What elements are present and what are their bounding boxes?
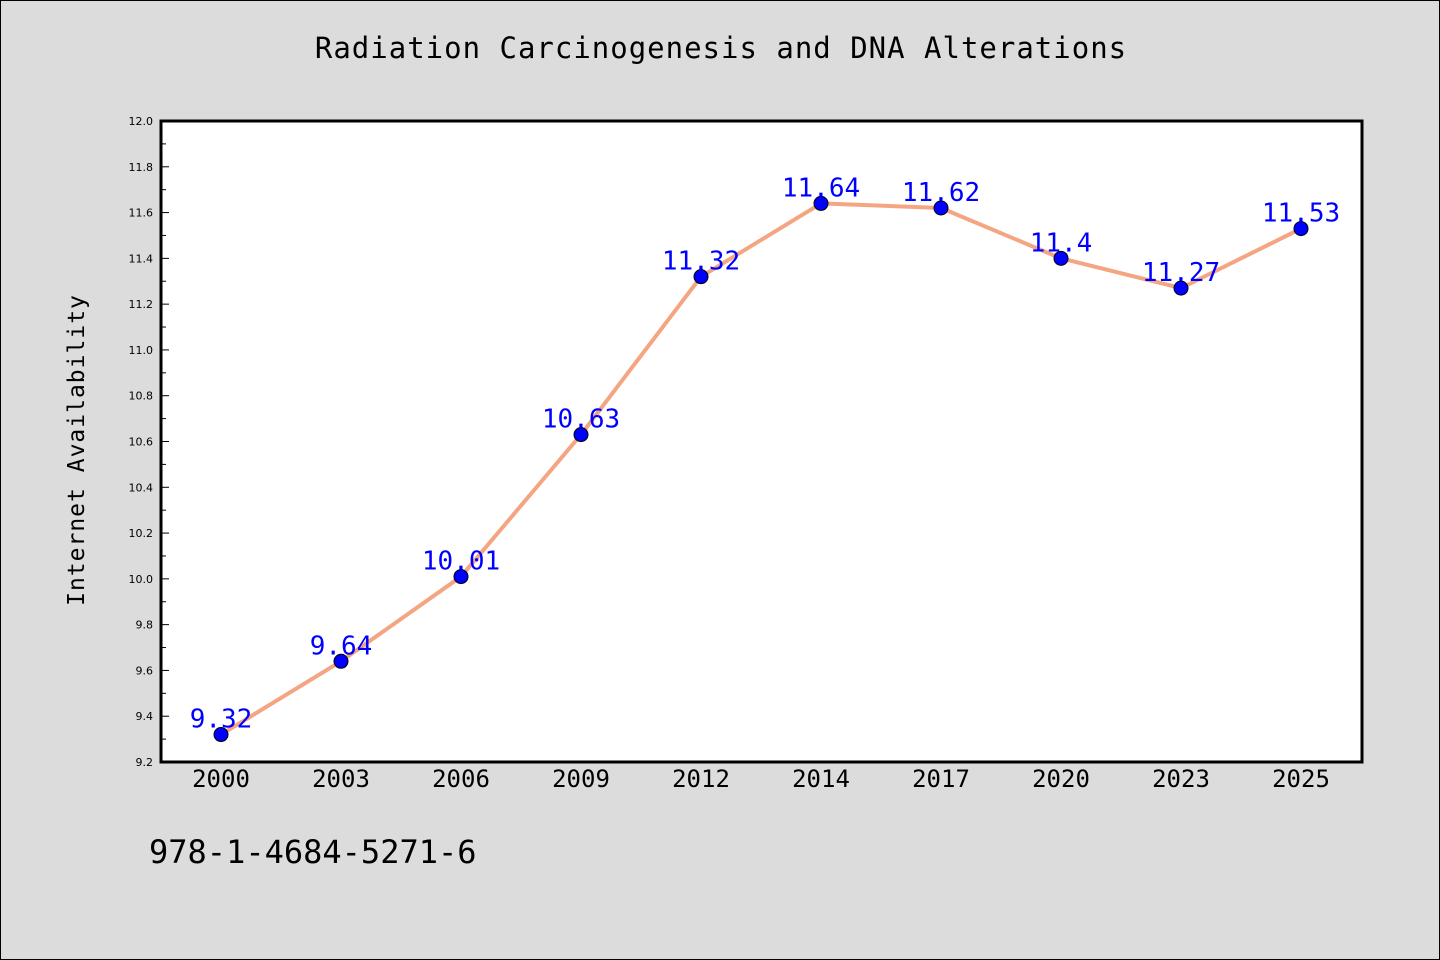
y-tick-label: 9.6 — [136, 664, 154, 677]
series-group: 9.32 9.64 10.01 10.63 11.32 11.64 11.62 11.4 11.… — [190, 173, 1340, 743]
y-tick-label: 10.4 — [129, 481, 154, 494]
y-tick-label: 11.2 — [129, 298, 154, 311]
plot-area — [159, 119, 1364, 764]
data-point — [693, 269, 709, 285]
data-point — [933, 200, 949, 216]
data-point — [333, 653, 349, 669]
y-tick-label: 10.0 — [129, 573, 154, 586]
y-tick-label: 12.0 — [129, 115, 154, 128]
isbn-text: 978-1-4684-5271-6 — [149, 833, 477, 871]
y-tick-label: 10.8 — [129, 390, 154, 403]
data-label: 11.32 — [662, 247, 740, 277]
x-tick-label: 2009 — [552, 765, 610, 793]
x-axis: 2000 2003 2006 2009 2012 2014 2017 2020 2023 2025 — [192, 765, 1330, 793]
data-label: 11.27 — [1142, 258, 1220, 288]
data-label: 10.63 — [542, 405, 620, 435]
data-label: 11.62 — [902, 178, 980, 208]
y-tick-label: 11.6 — [129, 207, 154, 220]
x-tick-label: 2023 — [1152, 765, 1210, 793]
data-label: 9.32 — [190, 705, 253, 735]
data-point — [1293, 221, 1309, 237]
x-tick-label: 2014 — [792, 765, 850, 793]
y-tick-label: 11.0 — [129, 344, 154, 357]
data-point — [213, 727, 229, 743]
data-label: 11.53 — [1262, 199, 1340, 229]
x-tick-label: 2017 — [912, 765, 970, 793]
chart-title: Radiation Carcinogenesis and DNA Alterat… — [314, 31, 1128, 65]
y-tick-label: 9.4 — [136, 710, 154, 723]
y-axis: 9.2 9.4 9.6 9.8 10.0 10.2 10.4 10.6 10.8 11.0 11.2… — [129, 115, 169, 769]
y-tick-label: 11.8 — [129, 161, 154, 174]
y-tick-label: 9.8 — [136, 619, 154, 632]
y-tick-label: 11.4 — [129, 252, 154, 265]
data-point — [1173, 280, 1189, 296]
data-label: 11.4 — [1030, 228, 1093, 258]
x-tick-label: 2003 — [312, 765, 370, 793]
data-point — [1053, 250, 1069, 266]
x-tick-label: 2000 — [192, 765, 250, 793]
data-label: 9.64 — [310, 631, 373, 661]
y-tick-label: 10.2 — [129, 527, 154, 540]
data-label: 11.64 — [782, 173, 860, 203]
y-tick-label: 10.6 — [129, 436, 154, 449]
x-tick-label: 2006 — [432, 765, 490, 793]
data-point — [453, 569, 469, 585]
y-tick-label: 9.2 — [136, 756, 154, 769]
x-tick-label: 2012 — [672, 765, 730, 793]
data-point — [813, 195, 829, 211]
series-line — [219, 201, 1303, 737]
data-point — [573, 427, 589, 443]
x-tick-label: 2025 — [1272, 765, 1330, 793]
data-label: 10.01 — [422, 547, 500, 577]
x-tick-label: 2020 — [1032, 765, 1090, 793]
